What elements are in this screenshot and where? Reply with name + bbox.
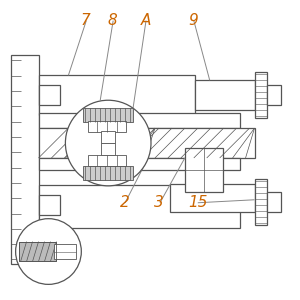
Bar [254,179,268,225]
Bar [38,75,195,115]
Bar [101,143,115,155]
Bar [101,131,115,143]
Bar [38,85,60,105]
Bar [268,85,281,105]
Bar [268,192,281,212]
Text: 3: 3 [154,195,164,210]
Text: 9: 9 [188,13,198,28]
Text: 8: 8 [108,13,118,28]
Text: 15: 15 [188,195,208,210]
Text: 2: 2 [120,195,130,210]
Text: B: B [69,257,79,272]
Bar [54,244,76,260]
Bar [19,242,56,262]
Bar [38,158,240,170]
Bar [38,195,60,215]
Bar [83,166,133,180]
Text: 7: 7 [81,13,91,28]
Bar [83,108,133,122]
Bar [88,121,126,132]
Bar [185,148,223,192]
Circle shape [65,100,151,186]
Bar [195,80,254,110]
Text: A: A [140,13,151,28]
Bar [170,184,254,212]
Circle shape [16,219,81,284]
Bar [38,185,240,228]
Bar [11,56,38,265]
Bar [38,113,240,128]
Bar [88,155,126,166]
Bar [38,128,254,158]
Bar [254,72,268,118]
Bar [19,242,56,262]
